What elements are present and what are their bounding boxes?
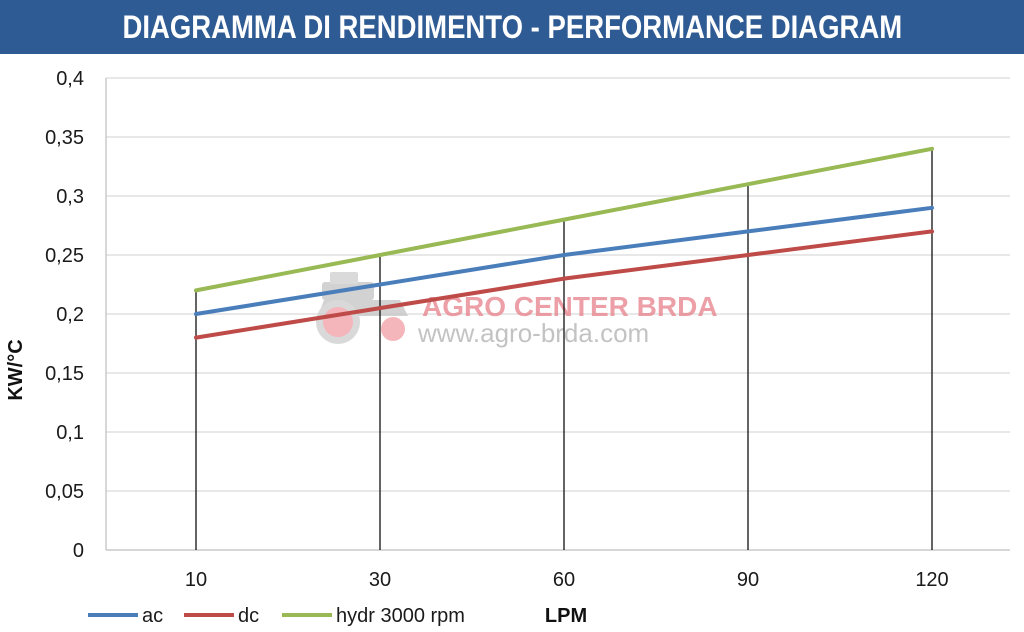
series-line-hydr bbox=[194, 146, 934, 293]
x-tick-labels: 10 30 60 90 120 bbox=[185, 569, 949, 591]
series-line-ac bbox=[194, 205, 934, 316]
watermark-url: www.agro-brda.com bbox=[417, 318, 649, 348]
watermark-title: AGRO CENTER BRDA bbox=[422, 291, 718, 322]
y-tick-label: 0 bbox=[73, 540, 84, 562]
y-tick-label: 0,25 bbox=[45, 245, 84, 267]
page-title: DIAGRAMMA DI RENDIMENTO - PERFORMANCE DI… bbox=[122, 8, 902, 45]
y-tick-label: 0,3 bbox=[56, 186, 84, 208]
y-tick-label: 0,2 bbox=[56, 304, 84, 326]
axes bbox=[105, 78, 1010, 551]
x-tick-label: 30 bbox=[369, 569, 391, 591]
title-bar: DIAGRAMMA DI RENDIMENTO - PERFORMANCE DI… bbox=[0, 0, 1024, 54]
y-tick-labels: 0 0,05 0,1 0,15 0,2 0,25 0,3 0,35 0,4 bbox=[45, 68, 84, 562]
legend-label: ac bbox=[142, 605, 163, 627]
x-tick-label: 120 bbox=[915, 569, 948, 591]
y-tick-label: 0,4 bbox=[56, 68, 84, 90]
performance-chart: AGRO CENTER BRDA www.agro-brda.com 0 0,05… bbox=[5, 68, 1010, 627]
y-tick-label: 0,1 bbox=[56, 422, 84, 444]
x-axis-title: LPM bbox=[545, 605, 587, 627]
series-line-dc bbox=[194, 229, 934, 340]
legend-label: dc bbox=[238, 605, 259, 627]
tractor-logo-icon bbox=[316, 272, 408, 344]
y-tick-label: 0,35 bbox=[45, 127, 84, 149]
series-lines bbox=[194, 146, 934, 340]
gridlines bbox=[106, 77, 1010, 492]
y-tick-label: 0,05 bbox=[45, 481, 84, 503]
x-tick-label: 60 bbox=[553, 569, 575, 591]
x-tick-label: 10 bbox=[185, 569, 207, 591]
legend: ac dc hydr 3000 rpm bbox=[88, 605, 465, 627]
y-axis-title: KW/°C bbox=[5, 339, 27, 400]
legend-label: hydr 3000 rpm bbox=[336, 605, 465, 627]
watermark: AGRO CENTER BRDA www.agro-brda.com bbox=[316, 272, 718, 348]
x-tick-label: 90 bbox=[737, 569, 759, 591]
y-tick-label: 0,15 bbox=[45, 363, 84, 385]
drop-lines bbox=[195, 148, 933, 550]
